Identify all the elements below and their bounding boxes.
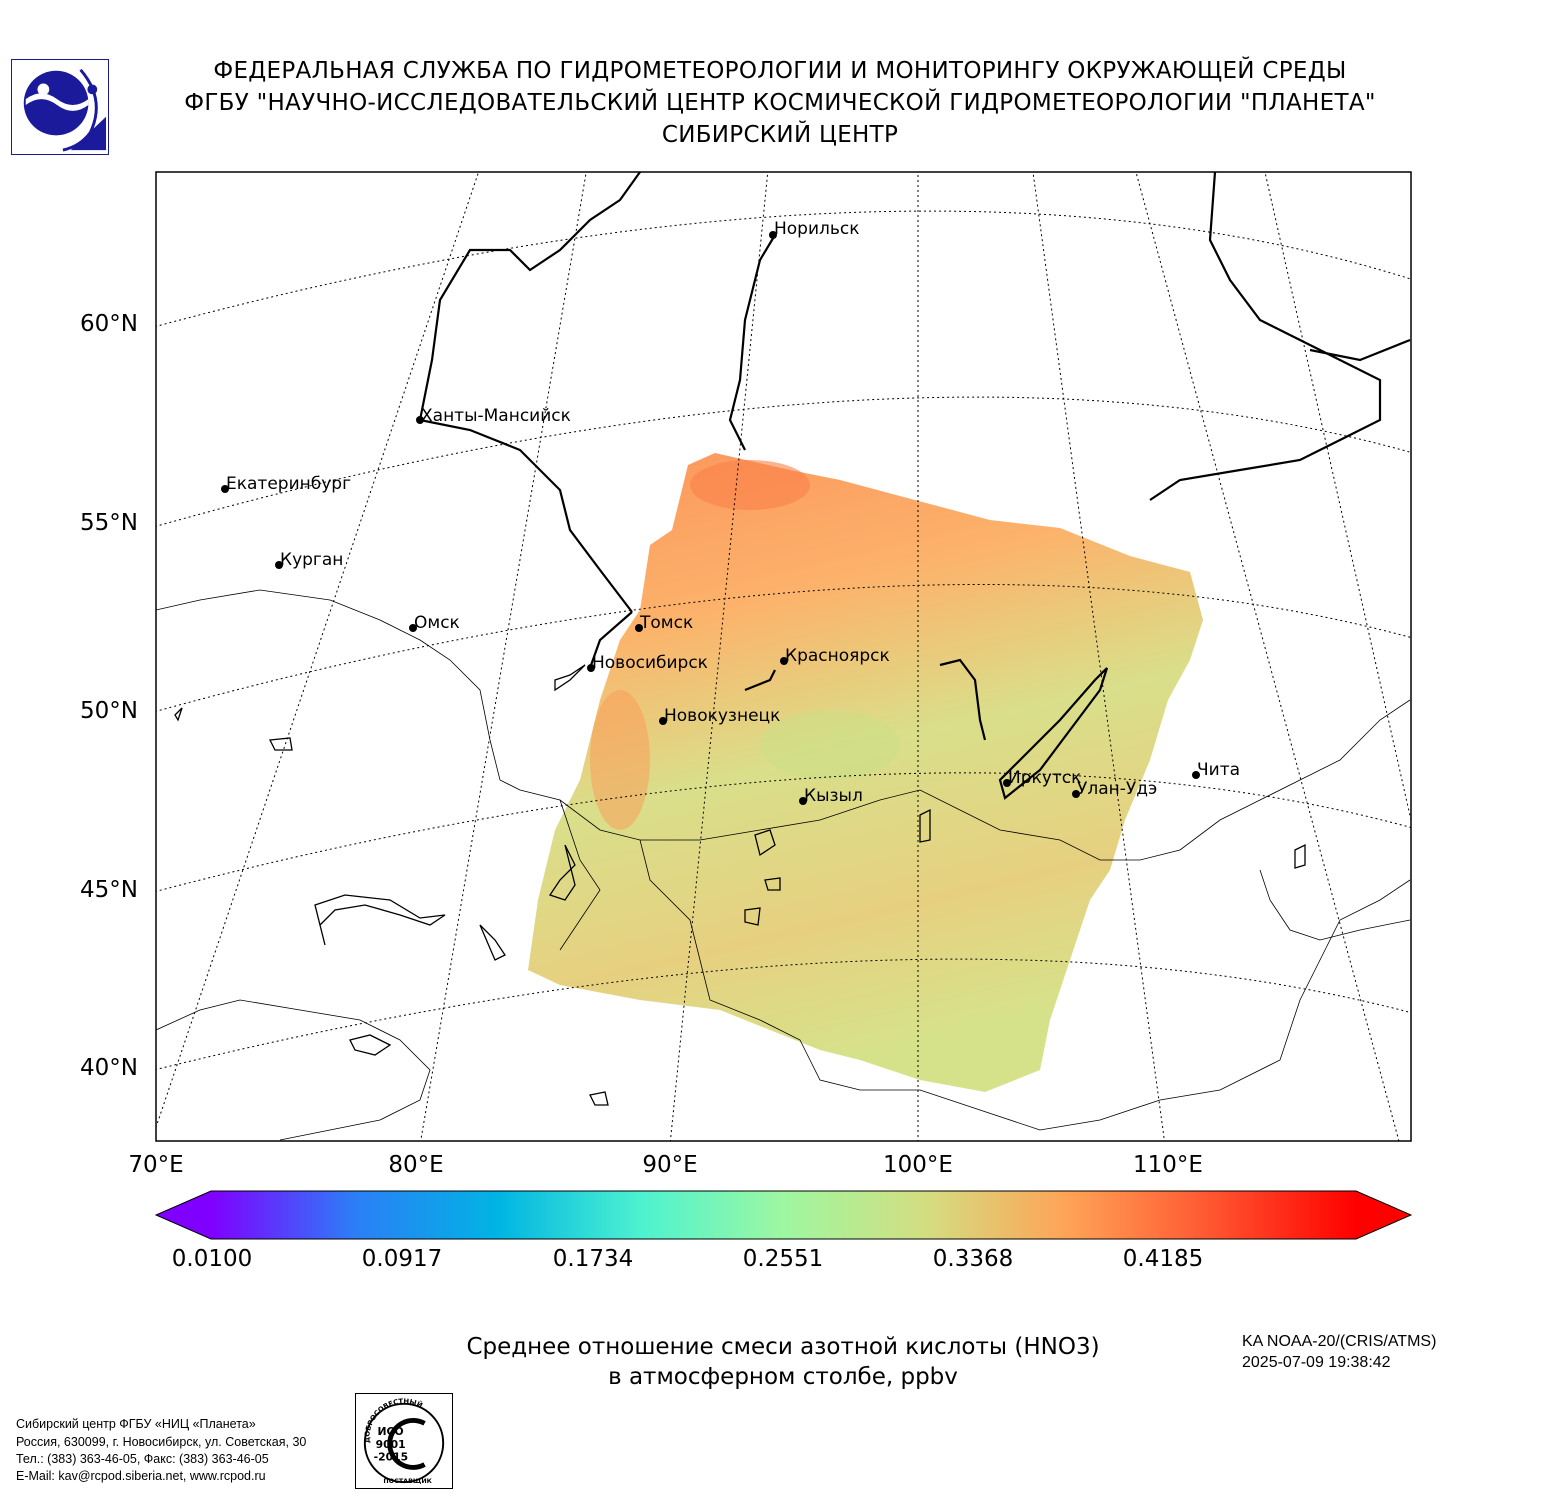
city-label-kurgan: Курган [280,550,343,570]
lon-label-80: 80°E [388,1152,444,1178]
map-border [155,171,1412,1142]
city-dot-kurgan [275,561,283,569]
city-dot-ekaterinburg [221,485,229,493]
header-line-3: СИБИРСКИЙ ЦЕНТР [661,122,899,148]
lat-label-45: 45°N [80,877,138,903]
city-label-irkutsk: Иркутск [1008,768,1081,788]
caption-line-2: в атмосферном столбе, ppbv [608,1364,958,1390]
city-label-chita: Чита [1197,760,1240,780]
footer-line-2: Россия, 630099, г. Новосибирск, ул. Сове… [16,1435,307,1449]
city-dot-omsk [409,624,417,632]
colorbar-tick-6: 0.4185 [1122,1246,1204,1272]
lat-label-60: 60°N [80,311,138,337]
stamp-line-3: -2015 [374,1451,408,1464]
city-label-novokuznetsk: Новокузнецк [664,706,780,726]
city-dot-ulan-ude [1072,790,1080,798]
city-label-ulan-ude: Улан-Удэ [1077,779,1157,799]
city-dot-novosibirsk [587,664,595,672]
city-dot-novokuznetsk [659,717,667,725]
footer-line-3: Тел.: (383) 363-46-05, Факс: (383) 363-4… [16,1452,269,1466]
city-markers [221,231,1200,805]
city-label-ekaterinburg: Екатеринбург [226,474,351,494]
lat-label-55: 55°N [80,510,138,536]
caption-line-1: Среднее отношение смеси азотной кислоты … [466,1334,1100,1360]
colorbar-tick-5: 0.3368 [932,1246,1014,1272]
lat-label-50: 50°N [80,698,138,724]
footer-line-4: E-Mail: kav@rcpod.siberia.net, www.rcpod… [16,1469,266,1483]
city-dot-krasnoyarsk [780,657,788,665]
iso-stamp-icon: ДОБРОСОВЕСТНЫЙ ИСО 9001 -2015 ПОСТАВЩИК [355,1393,453,1489]
stamp-line-2: 9001 [376,1438,406,1451]
city-dot-kyzyl [799,797,807,805]
city-dot-khanty-mansiysk [416,416,424,424]
lon-label-70: 70°E [128,1152,184,1178]
lon-label-100: 100°E [883,1152,953,1178]
city-label-omsk: Омск [414,613,460,633]
city-label-kyzyl: Кызыл [804,786,863,806]
city-dot-tomsk [635,624,643,632]
satellite-instrument: KA NOAA-20/(CRIS/ATMS) [1242,1333,1437,1350]
city-dot-irkutsk [1003,779,1011,787]
header-line-1: ФЕДЕРАЛЬНАЯ СЛУЖБА ПО ГИДРОМЕТЕОРОЛОГИИ … [213,58,1347,84]
city-label-khanty-mansiysk: Ханты-Мансийск [421,406,571,426]
city-dot-norilsk [769,231,777,239]
city-label-norilsk: Норильск [774,219,860,239]
city-label-tomsk: Томск [639,613,693,633]
lat-label-40: 40°N [80,1055,138,1081]
city-dot-chita [1192,771,1200,779]
colorbar-tick-3: 0.1734 [552,1246,634,1272]
colorbar [154,1190,1413,1240]
planeta-logo-icon [11,59,109,155]
colorbar-tick-2: 0.0917 [361,1246,443,1272]
header-line-2: ФГБУ "НАУЧНО-ИССЛЕДОВАТЕЛЬСКИЙ ЦЕНТР КОС… [184,90,1376,116]
lon-label-110: 110°E [1133,1152,1203,1178]
colorbar-tick-1: 0.0100 [171,1246,253,1272]
city-label-novosibirsk: Новосибирск [592,653,708,673]
stamp-line-1: ИСО [378,1425,404,1438]
satellite-timestamp: 2025-07-09 19:38:42 [1242,1354,1391,1371]
city-label-krasnoyarsk: Красноярск [785,646,890,666]
footer-line-1: Сибирский центр ФГБУ «НИЦ «Планета» [16,1417,256,1431]
colorbar-tick-4: 0.2551 [742,1246,824,1272]
stamp-bottom-text: ПОСТАВЩИК [383,1478,432,1485]
lon-label-90: 90°E [642,1152,698,1178]
